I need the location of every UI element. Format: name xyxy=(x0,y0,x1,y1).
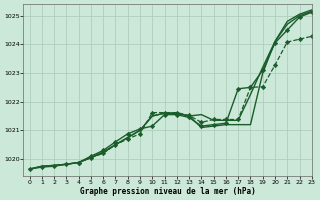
X-axis label: Graphe pression niveau de la mer (hPa): Graphe pression niveau de la mer (hPa) xyxy=(80,187,255,196)
